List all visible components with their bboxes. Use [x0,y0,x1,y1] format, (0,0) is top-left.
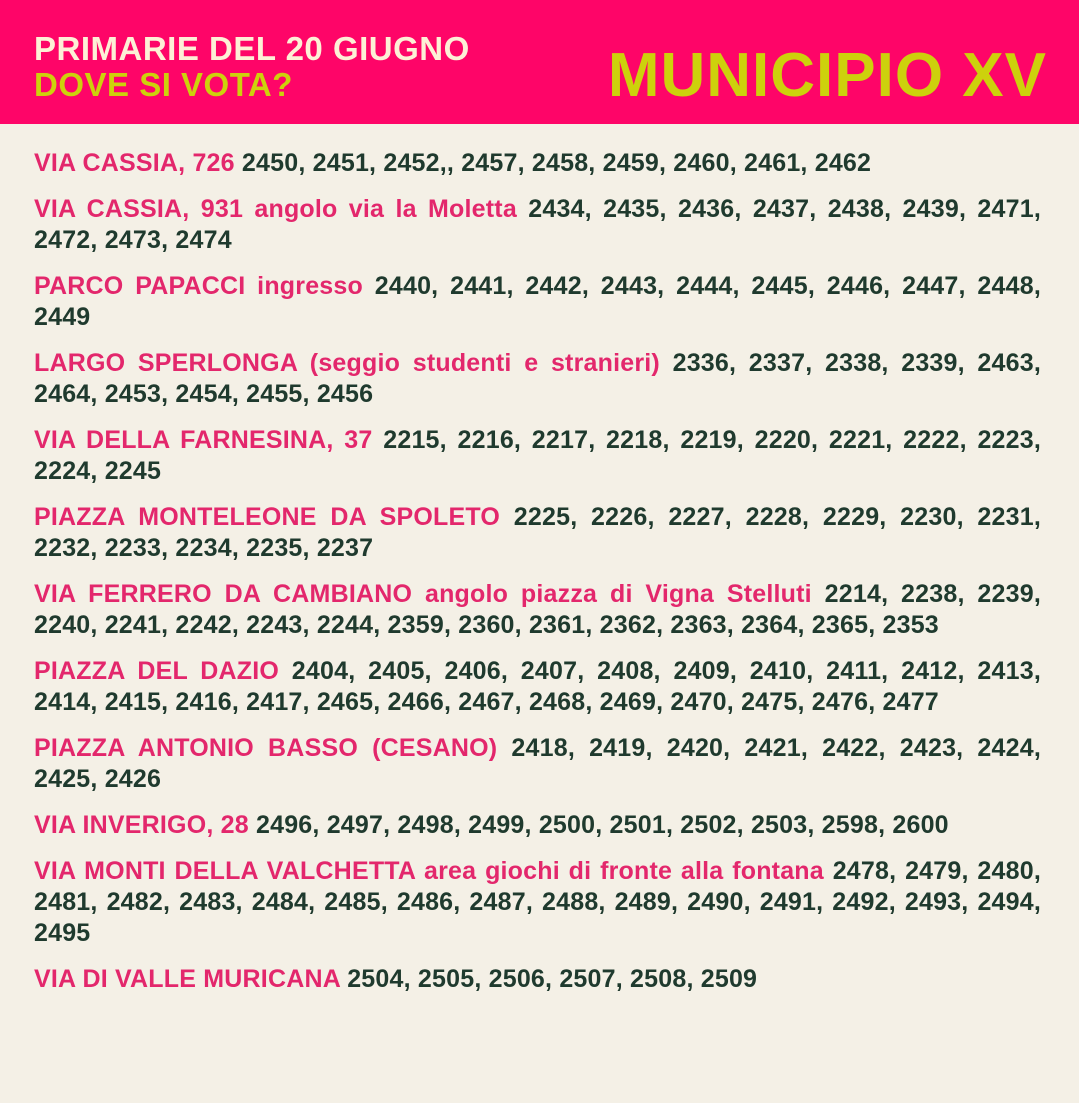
section-numbers: 2440, 2441, 2442, 2443, 2444, 2445, 2446… [34,272,1041,331]
section-numbers: 2225, 2226, 2227, 2228, 2229, 2230, 2231… [34,503,1041,562]
section-numbers: 2214, 2238, 2239, 2240, 2241, 2242, 2243… [34,580,1041,639]
polling-place-entry: VIA FERRERO DA CAMBIANO angolo piazza di… [34,579,1041,641]
place-name: VIA FERRERO DA CAMBIANO angolo piazza di… [34,580,812,608]
polling-place-entry: LARGO SPERLONGA (seggio studenti e stran… [34,348,1041,410]
section-numbers: 2450, 2451, 2452,, 2457, 2458, 2459, 246… [241,149,872,177]
place-name: VIA CASSIA, 726 [34,149,235,177]
place-name: VIA DI VALLE MURICANA [34,965,341,993]
polling-place-entry: VIA MONTI DELLA VALCHETTA area giochi di… [34,856,1041,949]
section-numbers: 2404, 2405, 2406, 2407, 2408, 2409, 2410… [34,657,1041,716]
section-numbers: 2418, 2419, 2420, 2421, 2422, 2423, 2424… [34,734,1041,793]
place-name: VIA MONTI DELLA VALCHETTA area giochi di… [34,857,824,885]
place-name: PIAZZA DEL DAZIO [34,657,280,685]
polling-places-list: VIA CASSIA, 726 2450, 2451, 2452,, 2457,… [34,148,1041,1010]
polling-place-entry: VIA INVERIGO, 28 2496, 2497, 2498, 2499,… [34,810,1041,841]
municipio-title: MUNICIPIO XV [607,41,1047,110]
polling-place-entry: VIA DELLA FARNESINA, 37 2215, 2216, 2217… [34,425,1041,487]
place-name: VIA CASSIA, 931 angolo via la Moletta [34,195,517,223]
place-name: VIA DELLA FARNESINA, 37 [34,426,373,454]
polling-place-entry: VIA CASSIA, 726 2450, 2451, 2452,, 2457,… [34,148,1041,179]
section-numbers: 2434, 2435, 2436, 2437, 2438, 2439, 2471… [34,195,1041,254]
section-numbers: 2504, 2505, 2506, 2507, 2508, 2509 [347,965,758,993]
polling-place-entry: VIA CASSIA, 931 angolo via la Moletta 24… [34,194,1041,256]
place-name: PIAZZA MONTELEONE DA SPOLETO [34,503,501,531]
header-banner: PRIMARIE DEL 20 GIUGNO DOVE SI VOTA? MUN… [0,0,1079,124]
section-numbers: 2336, 2337, 2338, 2339, 2463, 2464, 2453… [34,349,1041,408]
title-primarie: PRIMARIE DEL 20 GIUGNO [34,30,470,67]
polling-place-entry: PARCO PAPACCI ingresso 2440, 2441, 2442,… [34,271,1041,333]
polling-place-entry: PIAZZA DEL DAZIO 2404, 2405, 2406, 2407,… [34,656,1041,718]
section-numbers: 2215, 2216, 2217, 2218, 2219, 2220, 2221… [34,426,1042,485]
section-numbers: 2478, 2479, 2480, 2481, 2482, 2483, 2484… [34,857,1041,947]
place-name: PARCO PAPACCI ingresso [34,272,363,300]
subtitle-dove-si-vota: DOVE SI VOTA? [34,66,293,103]
section-numbers: 2496, 2497, 2498, 2499, 2500, 2501, 2502… [256,811,949,839]
polling-place-entry: PIAZZA ANTONIO BASSO (CESANO) 2418, 2419… [34,733,1041,795]
place-name: LARGO SPERLONGA (seggio studenti e stran… [34,349,660,377]
place-name: VIA INVERIGO, 28 [34,811,249,839]
place-name: PIAZZA ANTONIO BASSO (CESANO) [34,734,498,762]
polling-place-entry: VIA DI VALLE MURICANA 2504, 2505, 2506, … [34,964,1041,995]
polling-place-entry: PIAZZA MONTELEONE DA SPOLETO 2225, 2226,… [34,502,1041,564]
